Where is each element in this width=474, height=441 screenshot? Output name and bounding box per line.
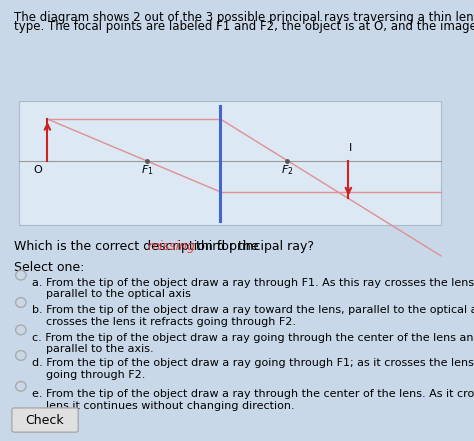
Text: I: I [349,143,352,153]
Text: O: O [34,165,42,176]
Text: Check: Check [26,414,64,426]
Text: b. From the tip of the object draw a ray toward the lens, parallel to the optica: b. From the tip of the object draw a ray… [32,305,474,327]
Text: c. From the tip of the object draw a ray going through the center of the lens an: c. From the tip of the object draw a ray… [32,333,474,354]
FancyBboxPatch shape [12,408,78,432]
Text: The diagram shows 2 out of the 3 possible principal rays traversing a thin lens : The diagram shows 2 out of the 3 possibl… [14,11,474,24]
Text: e. From the tip of the object draw a ray through the center of the lens. As it c: e. From the tip of the object draw a ray… [32,389,474,411]
Text: d. From the tip of the object draw a ray going through F1; as it crosses the len: d. From the tip of the object draw a ray… [32,358,474,380]
FancyBboxPatch shape [19,101,441,225]
Text: Which is the correct description for the: Which is the correct description for the [14,240,263,253]
Text: a. From the tip of the object draw a ray through F1. As this ray crosses the len: a. From the tip of the object draw a ray… [32,278,474,299]
Text: $F_1$: $F_1$ [141,163,153,177]
Text: type. The focal points are labeled F1 and F2, the object is at O, and the image : type. The focal points are labeled F1 an… [14,20,474,33]
Text: $F_2$: $F_2$ [281,163,293,177]
Text: missing: missing [148,240,196,253]
Text: Select one:: Select one: [14,261,84,274]
Text: third principal ray?: third principal ray? [192,240,314,253]
